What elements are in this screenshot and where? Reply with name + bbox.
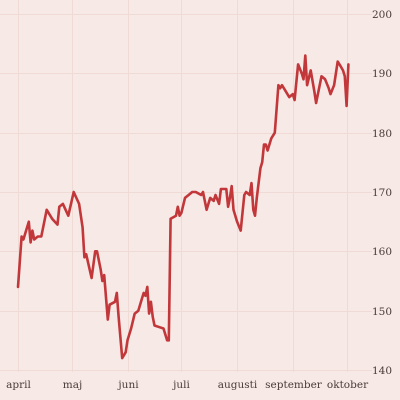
series-line [16,54,350,360]
x-tick-label: oktober [327,379,369,391]
y-tick-label: 180 [372,128,392,140]
x-tick-label: maj [63,379,82,391]
series-layer [16,54,350,360]
y-tick-label: 140 [372,365,392,377]
y-axis-ticks: 140 150 160 170 180 190 200 [372,9,392,377]
y-tick-label: 190 [372,68,392,80]
x-tick-label: juni [116,379,139,391]
x-tick-label: juli [171,379,190,391]
y-tick-label: 200 [372,9,392,21]
x-tick-label: augusti [218,379,258,391]
x-tick-label: september [265,379,323,391]
x-tick-label: april [6,379,31,391]
y-tick-label: 170 [372,187,392,199]
y-tick-label: 150 [372,306,392,318]
grid-layer [0,0,372,372]
x-axis-ticks: april maj juni juli augusti september oktober [6,379,369,391]
y-tick-label: 160 [372,246,392,258]
